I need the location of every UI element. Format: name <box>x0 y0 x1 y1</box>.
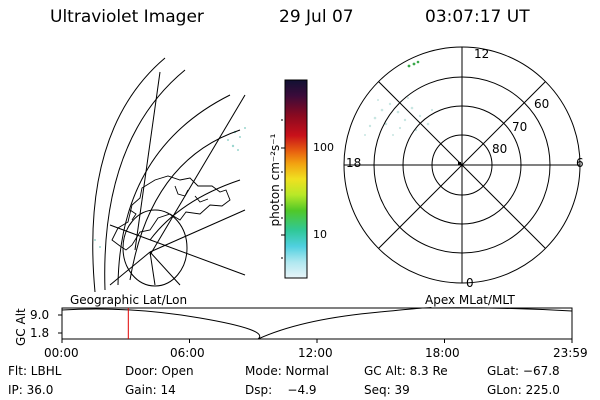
status-glon: GLon: 225.0 <box>487 383 560 397</box>
status-mode: Mode: Normal <box>245 364 329 378</box>
colorbar-label-100: 100 <box>313 141 334 154</box>
timeline-axis-label: GC Alt <box>14 308 28 346</box>
meridian-7 <box>149 251 181 286</box>
timeline-plot <box>58 307 573 343</box>
colorbar-unit-label: photon cm⁻²s⁻¹ <box>268 133 282 227</box>
lat-label-70: 70 <box>512 120 528 134</box>
coast-detail-2 <box>194 195 209 203</box>
timeline-xtick-label-4: 23:59 <box>553 346 588 360</box>
timeline-xtick-label-0: 00:00 <box>44 346 79 360</box>
polar-plot <box>343 46 581 284</box>
polar-circle-geo <box>122 209 188 287</box>
mlt-label-6: 6 <box>576 156 584 170</box>
status-dsp: Dsp: −4.9 <box>245 383 317 397</box>
status-seq: Seq: 39 <box>364 383 410 397</box>
pole-marker <box>458 162 461 165</box>
geographic-label: Geographic Lat/Lon <box>70 293 188 307</box>
lat-label-60: 60 <box>534 97 550 111</box>
status-gc-alt: GC Alt: 8.3 Re <box>364 364 448 378</box>
timeline-ytick-label-hi: 9.0 <box>30 308 50 322</box>
timeline-ytick-label-lo: 1.8 <box>30 326 50 340</box>
mlt-label-0: 0 <box>466 276 474 290</box>
date-label: 29 Jul 07 <box>279 7 354 27</box>
meridian-1 <box>134 71 161 251</box>
green-speckles <box>407 60 420 68</box>
meridian-2 <box>149 94 246 256</box>
timeline-xtick-label-2: 12:00 <box>298 346 333 360</box>
coast-detail-3 <box>129 209 137 221</box>
coast-detail-1 <box>174 185 189 197</box>
mlt-label-18: 18 <box>346 156 362 170</box>
time-label: 03:07:17 UT <box>425 7 530 27</box>
timeline-frame <box>61 307 573 340</box>
lat-arc-2 <box>117 94 231 286</box>
status-gain: Gain: 14 <box>125 383 176 397</box>
timeline-xtick-label-1: 06:00 <box>170 346 205 360</box>
mlt-line-diag-2 <box>378 81 546 249</box>
geographic-map <box>92 57 246 293</box>
timeline-xtick-label-3: 18:00 <box>425 346 460 360</box>
aurora-speckles-polar <box>364 97 434 136</box>
color-bar <box>281 79 308 279</box>
instrument-title: Ultraviolet Imager <box>50 7 204 27</box>
meridian-4 <box>109 224 246 276</box>
status-ip: IP: 36.0 <box>8 383 54 397</box>
mlt-label-12: 12 <box>474 47 490 61</box>
apex-label: Apex MLat/MLT <box>425 293 515 307</box>
continent-outline <box>111 175 231 251</box>
altitude-curve <box>61 307 573 340</box>
meridian-6 <box>109 251 151 286</box>
meridian-3 <box>149 209 246 253</box>
lat-arc-4 <box>149 179 241 241</box>
status-glat: GLat: −67.8 <box>487 364 560 378</box>
lat-label-80: 80 <box>492 142 508 156</box>
status-door: Door: Open <box>125 364 194 378</box>
color-scale <box>284 79 308 279</box>
status-filter: Flt: LBHL <box>8 364 62 378</box>
lat-arc-outer <box>92 57 166 293</box>
meridian-5 <box>149 251 156 286</box>
lat-arc-1 <box>104 69 186 291</box>
colorbar-label-10: 10 <box>313 228 327 241</box>
